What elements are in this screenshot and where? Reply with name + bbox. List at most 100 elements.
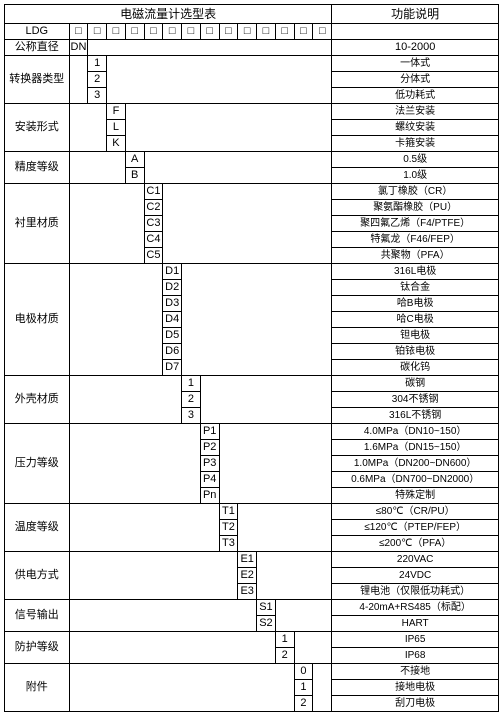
- row-label: 防护等级: [5, 632, 70, 664]
- desc-cell: IP65: [332, 632, 499, 648]
- code-cell: D5: [163, 328, 182, 344]
- code-cell: 3: [182, 408, 201, 424]
- desc-cell: 共聚物（PFA）: [332, 248, 499, 264]
- desc-cell: 钽电极: [332, 328, 499, 344]
- code-cell: C3: [144, 216, 163, 232]
- desc-cell: 特殊定制: [332, 488, 499, 504]
- desc-cell: 氯丁橡胶（CR）: [332, 184, 499, 200]
- desc-cell: 不接地: [332, 664, 499, 680]
- desc-cell: 4.0MPa（DN10~150）: [332, 424, 499, 440]
- desc-cell: IP68: [332, 648, 499, 664]
- code-cell: E1: [238, 552, 257, 568]
- row-label: 附件: [5, 664, 70, 712]
- desc-cell: 哈B电极: [332, 296, 499, 312]
- desc-cell: 钛合金: [332, 280, 499, 296]
- desc-cell: 1.6MPa（DN15~150）: [332, 440, 499, 456]
- desc-cell: 1.0级: [332, 168, 499, 184]
- row-label: 压力等级: [5, 424, 70, 504]
- code-cell: B: [125, 168, 144, 184]
- row-label: 供电方式: [5, 552, 70, 600]
- code-cell: 1: [182, 376, 201, 392]
- code-dn: DN: [69, 40, 88, 56]
- row-label: 衬里材质: [5, 184, 70, 264]
- code-cell: E3: [238, 584, 257, 600]
- code-cell: P4: [200, 472, 219, 488]
- desc-dn: 10-2000: [332, 40, 499, 56]
- desc-cell: 刮刀电极: [332, 696, 499, 712]
- code-cell: 1: [275, 632, 294, 648]
- code-cell: K: [107, 136, 126, 152]
- desc-cell: 316L电极: [332, 264, 499, 280]
- row-label: 转换器类型: [5, 56, 70, 104]
- row-label: 温度等级: [5, 504, 70, 552]
- desc-cell: 碳化钨: [332, 360, 499, 376]
- code-cell: S1: [257, 600, 276, 616]
- desc-cell: 0.5级: [332, 152, 499, 168]
- selection-table: 电磁流量计选型表功能说明LDG□□□□□□□□□□□□□□公称直径DN10-20…: [4, 4, 499, 712]
- code-cell: D4: [163, 312, 182, 328]
- row-label: 信号输出: [5, 600, 70, 632]
- code-cell: C4: [144, 232, 163, 248]
- desc-cell: 哈C电极: [332, 312, 499, 328]
- desc-cell: 316L不锈钢: [332, 408, 499, 424]
- desc-cell: 低功耗式: [332, 88, 499, 104]
- code-cell: F: [107, 104, 126, 120]
- code-cell: T3: [219, 536, 238, 552]
- row-label: 电极材质: [5, 264, 70, 376]
- desc-cell: 一体式: [332, 56, 499, 72]
- desc-cell: 螺纹安装: [332, 120, 499, 136]
- desc-cell: 聚氨酯橡胶（PU）: [332, 200, 499, 216]
- code-cell: C5: [144, 248, 163, 264]
- desc-cell: 分体式: [332, 72, 499, 88]
- code-cell: T2: [219, 520, 238, 536]
- code-cell: D3: [163, 296, 182, 312]
- desc-cell: 法兰安装: [332, 104, 499, 120]
- desc-cell: 铂铱电极: [332, 344, 499, 360]
- code-cell: D1: [163, 264, 182, 280]
- table-desc-header: 功能说明: [332, 5, 499, 24]
- table-title: 电磁流量计选型表: [5, 5, 332, 24]
- code-cell: 2: [182, 392, 201, 408]
- code-cell: P1: [200, 424, 219, 440]
- code-cell: 2: [88, 72, 107, 88]
- desc-cell: 1.0MPa（DN200~DN600）: [332, 456, 499, 472]
- row-label: 安装形式: [5, 104, 70, 152]
- code-cell: D2: [163, 280, 182, 296]
- code-cell: A: [125, 152, 144, 168]
- desc-cell: 卡箍安装: [332, 136, 499, 152]
- code-cell: 1: [88, 56, 107, 72]
- code-cell: 2: [294, 696, 313, 712]
- code-cell: P2: [200, 440, 219, 456]
- code-cell: P3: [200, 456, 219, 472]
- desc-cell: ≤120℃（PTEP/FEP）: [332, 520, 499, 536]
- code-cell: 3: [88, 88, 107, 104]
- code-cell: L: [107, 120, 126, 136]
- desc-cell: 304不锈钢: [332, 392, 499, 408]
- row-label: 精度等级: [5, 152, 70, 184]
- code-cell: C1: [144, 184, 163, 200]
- desc-cell: 220VAC: [332, 552, 499, 568]
- desc-cell: 聚四氟乙烯（F4/PTFE）: [332, 216, 499, 232]
- desc-cell: HART: [332, 616, 499, 632]
- code-cell: 1: [294, 680, 313, 696]
- code-cell: 0: [294, 664, 313, 680]
- desc-cell: 0.6MPa（DN700~DN2000）: [332, 472, 499, 488]
- desc-cell: 锂电池（仅限低功耗式）: [332, 584, 499, 600]
- row-label: 外壳材质: [5, 376, 70, 424]
- desc-cell: 特氟龙（F46/FEP）: [332, 232, 499, 248]
- code-cell: S2: [257, 616, 276, 632]
- code-cell: E2: [238, 568, 257, 584]
- desc-cell: ≤80℃（CR/PU）: [332, 504, 499, 520]
- desc-cell: 接地电极: [332, 680, 499, 696]
- code-cell: C2: [144, 200, 163, 216]
- desc-cell: 24VDC: [332, 568, 499, 584]
- code-cell: T1: [219, 504, 238, 520]
- desc-cell: 4-20mA+RS485（标配）: [332, 600, 499, 616]
- code-cell: D7: [163, 360, 182, 376]
- code-cell: Pn: [200, 488, 219, 504]
- code-cell: D6: [163, 344, 182, 360]
- desc-cell: ≤200℃（PFA）: [332, 536, 499, 552]
- desc-cell: 碳钢: [332, 376, 499, 392]
- row-label-dn: 公称直径: [5, 40, 70, 56]
- row-label-ldg: LDG: [5, 24, 70, 40]
